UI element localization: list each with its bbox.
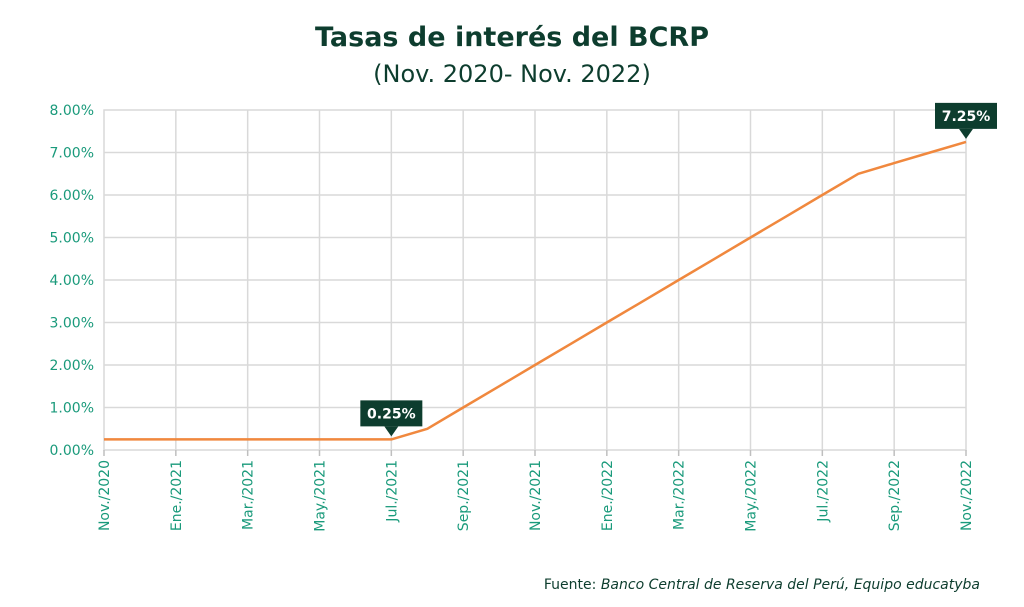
x-tick-label: May./2022 bbox=[744, 460, 760, 532]
callout-box bbox=[360, 400, 423, 427]
y-tick-label: 7.00% bbox=[50, 146, 94, 162]
x-tick-label: Nov./2021 bbox=[528, 460, 544, 531]
y-tick-label: 5.00% bbox=[50, 231, 94, 247]
x-tick-label: May./2021 bbox=[313, 460, 329, 532]
x-tick-label: Nov./2020 bbox=[97, 460, 113, 531]
series-line bbox=[104, 140, 967, 441]
callout-pointer bbox=[384, 426, 399, 437]
x-tick-label: Sep./2022 bbox=[887, 460, 903, 531]
source-text: Banco Central de Reserva del Perú, Equip… bbox=[600, 577, 980, 593]
y-tick-label: 0.00% bbox=[50, 443, 94, 459]
y-tick-label: 3.00% bbox=[50, 316, 94, 332]
x-tick-label: Mar./2022 bbox=[672, 460, 688, 530]
x-tick-label: Jul./2022 bbox=[815, 460, 831, 523]
chart-title: Tasas de interés del BCRP bbox=[314, 22, 710, 53]
x-tick-label: Jul./2021 bbox=[384, 460, 400, 523]
callout-box bbox=[935, 102, 997, 129]
source-label: Fuente: bbox=[543, 577, 597, 593]
y-tick-label: 2.00% bbox=[50, 358, 94, 374]
y-tick-label: 8.00% bbox=[50, 103, 94, 119]
x-tick-label: Sep./2021 bbox=[456, 460, 472, 531]
callout-pointer bbox=[959, 128, 973, 139]
callout-label: 0.25% bbox=[367, 406, 416, 422]
x-tick-label: Nov./2022 bbox=[959, 460, 975, 531]
callout-label: 7.25% bbox=[942, 109, 991, 125]
y-tick-label: 4.00% bbox=[50, 273, 94, 289]
y-tick-label: 6.00% bbox=[50, 188, 94, 204]
source-note: Fuente: Banco Central de Reserva del Per… bbox=[544, 577, 980, 593]
x-tick-label: Ene./2022 bbox=[600, 460, 616, 531]
chart-subtitle: (Nov. 2020- Nov. 2022) bbox=[373, 60, 651, 88]
y-tick-label: 1.00% bbox=[50, 401, 94, 417]
x-tick-label: Ene./2021 bbox=[169, 460, 185, 531]
x-tick-label: Mar./2021 bbox=[241, 460, 257, 530]
